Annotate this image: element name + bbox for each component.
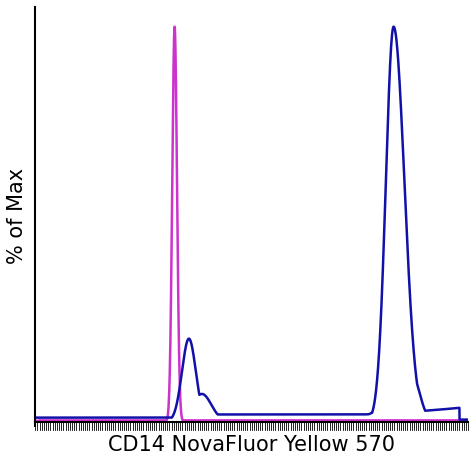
X-axis label: CD14 NovaFluor Yellow 570: CD14 NovaFluor Yellow 570 (108, 436, 395, 456)
Y-axis label: % of Max: % of Max (7, 168, 27, 264)
